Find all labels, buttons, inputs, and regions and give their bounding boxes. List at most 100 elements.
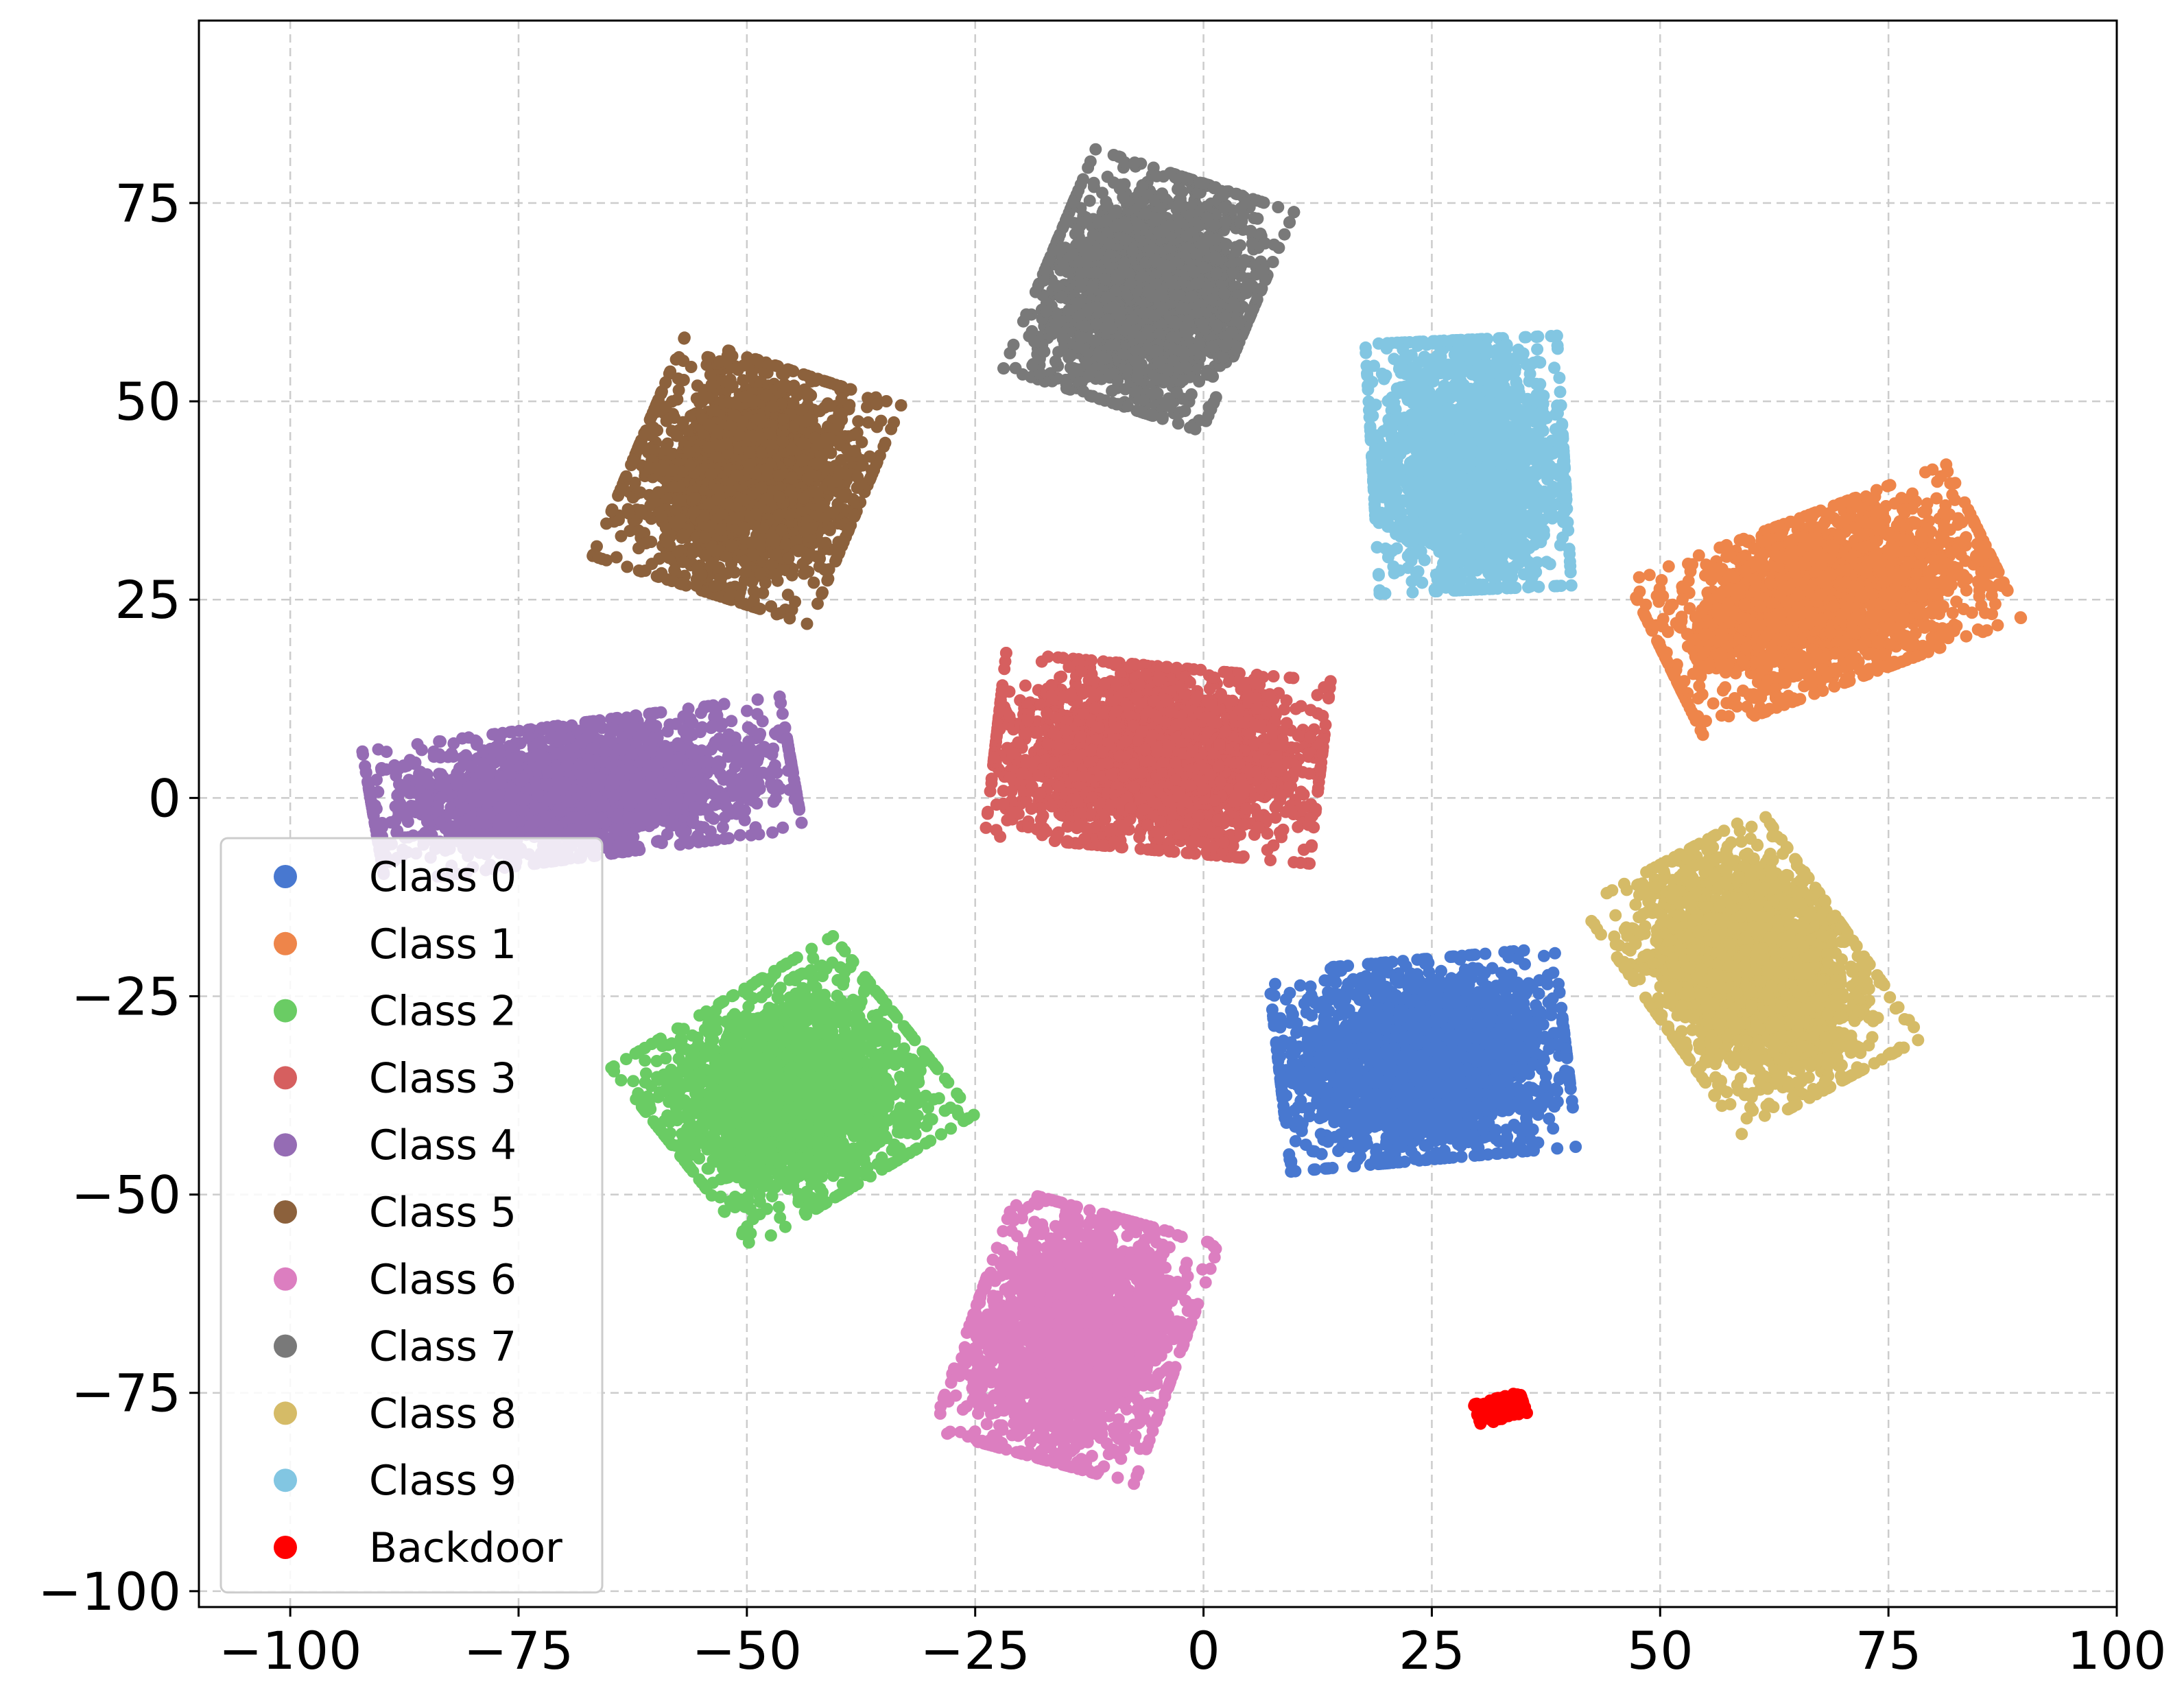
point <box>1930 492 1943 505</box>
point <box>1533 974 1546 987</box>
point <box>1502 1016 1515 1030</box>
point <box>1896 655 1909 668</box>
point <box>1877 507 1889 520</box>
point <box>1906 601 1919 614</box>
point <box>1532 1137 1545 1149</box>
point <box>1488 1090 1502 1103</box>
point <box>1308 1145 1321 1158</box>
point <box>1723 616 1736 629</box>
point <box>1928 540 1941 552</box>
point <box>1976 626 1989 639</box>
point <box>1866 607 1879 619</box>
point <box>1656 620 1669 633</box>
point <box>1938 519 1951 532</box>
point <box>1833 497 1847 510</box>
point <box>1720 550 1733 563</box>
point <box>1756 535 1768 548</box>
point <box>1919 575 1932 588</box>
point <box>1410 1101 1423 1114</box>
point <box>1326 1161 1339 1174</box>
point <box>1713 658 1726 671</box>
point <box>1702 593 1716 606</box>
point <box>1781 656 1794 669</box>
point <box>1643 569 1656 582</box>
point <box>1475 1149 1488 1161</box>
point <box>1898 506 1911 519</box>
point <box>1815 663 1828 676</box>
point <box>1740 642 1753 655</box>
point <box>772 1200 785 1213</box>
point <box>1810 595 1823 608</box>
point <box>1962 503 1975 516</box>
point <box>1774 590 1787 603</box>
point <box>1363 973 1376 986</box>
point <box>1808 549 1821 562</box>
point <box>1849 522 1862 535</box>
point <box>1435 964 1447 977</box>
point <box>1559 1042 1572 1055</box>
point <box>1737 623 1750 636</box>
point <box>1757 633 1770 646</box>
point <box>1866 516 1879 530</box>
point <box>1369 1117 1382 1130</box>
point <box>1989 597 2002 610</box>
point <box>1722 710 1735 723</box>
point <box>1466 1134 1479 1147</box>
point <box>1410 1038 1423 1051</box>
point <box>1726 605 1739 618</box>
point <box>1285 1048 1298 1061</box>
point <box>1343 1141 1356 1153</box>
point <box>1836 564 1849 577</box>
point <box>1715 647 1728 660</box>
point <box>1274 1021 1287 1034</box>
point <box>1550 1027 1563 1040</box>
point <box>1344 1047 1357 1060</box>
point <box>1569 1141 1582 1153</box>
point <box>1783 623 1796 637</box>
point <box>1991 619 2004 632</box>
point <box>1523 1019 1536 1032</box>
series-class-2 <box>605 930 980 1249</box>
data-points <box>356 143 2028 1490</box>
point <box>1390 1082 1403 1095</box>
point <box>1534 1101 1547 1114</box>
point <box>1432 1082 1445 1095</box>
point <box>1475 1075 1488 1089</box>
point <box>1926 607 1939 620</box>
point <box>1360 998 1373 1011</box>
point <box>1410 1086 1423 1099</box>
point <box>1268 989 1281 1002</box>
point <box>1335 1089 1347 1102</box>
point <box>1692 692 1705 705</box>
point <box>1884 479 1897 492</box>
point <box>1755 552 1768 565</box>
point <box>1305 1009 1318 1022</box>
point <box>2015 612 2028 624</box>
point <box>1449 1033 1462 1045</box>
point <box>1463 1074 1476 1087</box>
point <box>1340 1072 1353 1085</box>
point <box>1370 1035 1383 1048</box>
point <box>1396 1108 1409 1121</box>
point <box>1891 621 1904 634</box>
point <box>1411 953 1424 966</box>
point <box>1871 659 1883 672</box>
point <box>1736 654 1749 667</box>
point <box>1470 1032 1483 1045</box>
point <box>1766 611 1779 624</box>
point <box>1805 653 1818 665</box>
series-class-1 <box>1630 458 2028 741</box>
point <box>1944 477 1957 490</box>
point <box>1451 1078 1464 1091</box>
series-class-0 <box>1264 944 1582 1178</box>
point <box>1893 573 1906 586</box>
point <box>764 1229 777 1242</box>
point <box>1711 634 1724 647</box>
point <box>1848 639 1861 652</box>
point <box>1683 702 1696 714</box>
point <box>1429 1045 1442 1058</box>
point <box>1786 610 1799 622</box>
point <box>1707 697 1720 710</box>
point <box>1919 466 1932 479</box>
point <box>1806 507 1819 520</box>
